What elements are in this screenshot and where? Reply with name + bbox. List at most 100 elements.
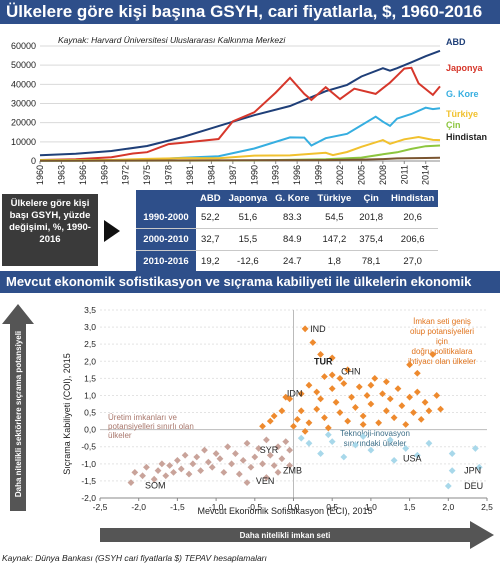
data-point [355,383,363,391]
y-tick-label: -1,0 [81,459,96,469]
data-point [313,388,321,396]
x-tick-label: 1,5 [404,502,416,512]
table-period: 2000-2010 [136,228,196,251]
arrow-right-icon [104,220,120,242]
country-label: JPN [464,466,481,476]
x-tick-label: 2011 [399,165,409,184]
data-point [305,439,313,447]
data-point [127,479,135,487]
data-point [162,472,170,480]
data-point [286,462,294,469]
annotation-bottom-right: sınırındaki ülkeler [344,439,407,448]
x-tick-label: 2002 [335,165,345,185]
data-point [332,398,340,406]
x-tick-label: 1972 [121,165,131,185]
annotation-top-right: için [436,337,448,346]
annotation-top-right: İmkan seti geniş [413,317,471,326]
data-point [278,455,286,463]
x-tick-label: -2,0 [131,502,146,512]
data-point [216,455,224,463]
data-point [367,381,375,389]
arrow-up-icon [2,304,34,511]
legend-entry: Japonya [446,63,484,73]
data-point [328,385,336,393]
country-label: CHN [341,367,361,377]
data-point [433,392,441,399]
x-tick-label: 1987 [228,165,238,185]
data-point [201,446,208,454]
source-bottom: Kaynak: Dünya Bankası (GSYH cari fiyatla… [2,553,267,563]
data-point [475,463,483,471]
series-line-japonya [39,66,441,161]
table-row: 2000-2010 32,7 15,5 84.9 147,2 375,4 206… [136,228,439,251]
data-point [305,381,313,389]
data-point [359,433,367,440]
data-point [181,451,189,459]
y-tick-label: 1,0 [84,390,96,400]
data-point [375,419,383,427]
annotation-top-right: ihtiyacı olan ülkeler [408,357,476,366]
data-point [371,374,379,382]
data-point [359,412,367,420]
x-tick-label: -2,5 [93,502,108,512]
data-point [290,422,297,430]
data-point [158,460,166,468]
data-point [402,445,410,452]
x-tick-label: 1,0 [365,502,377,512]
data-point [421,398,429,406]
data-point [367,446,375,454]
data-point [448,450,456,457]
country-label: SOM [145,480,166,490]
data-point [471,445,479,452]
data-point [352,441,359,449]
data-point [437,405,444,413]
y-tick-label: 3,0 [84,322,96,332]
data-point [382,378,390,386]
data-point [166,462,174,469]
table-cell: 32,7 [196,228,225,251]
table-cell: 27,0 [387,250,439,273]
x-tick-label: 2005 [356,165,366,185]
chart-title-top: Ülkelere göre kişi başına GSYH, cari fiy… [0,0,500,24]
data-point [263,474,270,481]
table-header: G. Kore [271,190,314,207]
y-tick-label: -2,0 [81,493,96,503]
annotation-bottom-left: potansiyelleri sınırlı olan [108,422,194,431]
gdp-line-chart: 0 10000 20000 30000 40000 50000 60000 1960 1963… [11,35,487,185]
table-header: Japonya [224,190,272,207]
table-cell: -12,6 [224,250,272,273]
x-tick-label: 2014 [421,165,431,185]
table-cell: 19,2 [196,250,225,273]
table-cell: 15,5 [224,228,272,251]
table-cell: 84.9 [271,228,314,251]
data-point [386,436,394,444]
annotation-bottom-left: Üretim imkanları ve [108,413,177,422]
table-row: 2010-2016 19,2 -12,6 24.7 1,8 78,1 27,0 [136,250,439,273]
data-point [398,402,406,410]
table-cell: 201,8 [355,207,388,229]
table-header: Hindistan [387,190,439,207]
data-point [305,419,313,427]
y-tick-label: 1,5 [84,373,96,383]
legend-entry: G. Kore [446,89,479,99]
table-row: 1990-2000 52,2 51,6 83.3 54,5 201,8 20,6 [136,207,439,229]
x-tick-label: 2008 [378,165,388,185]
data-point [286,395,294,403]
y-tick-label: 2,5 [84,339,96,349]
data-point [328,438,336,445]
data-point [243,439,251,447]
x-tick-label: 1981 [185,165,195,185]
data-point [340,380,348,387]
table-cell: 375,4 [355,228,388,251]
data-point [143,463,150,471]
data-point [417,415,425,423]
data-point [382,407,390,415]
data-point [324,431,332,439]
left-arrow-label: Daha nitelikli sektörlere sıçrama potans… [14,331,23,497]
data-point [185,470,193,478]
data-point [224,443,232,451]
data-point [208,463,216,471]
table-cell: 20,6 [387,207,439,229]
data-point [321,414,328,422]
data-point [193,453,201,461]
